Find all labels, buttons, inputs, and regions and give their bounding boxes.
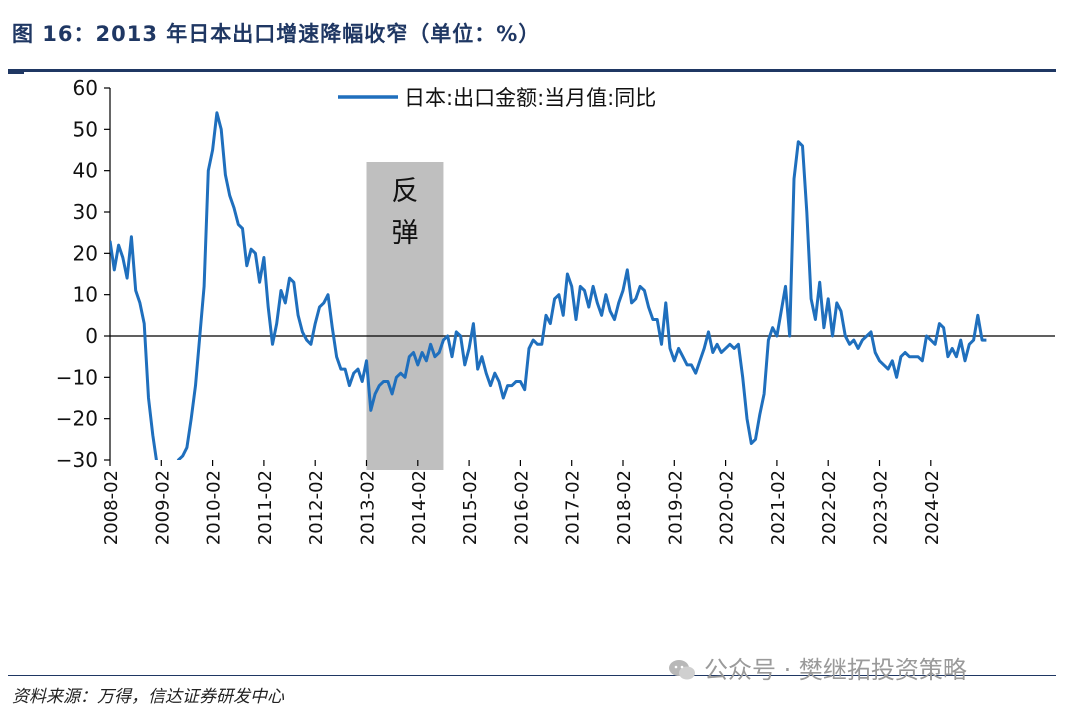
x-tick-label: 2019-02 [665,470,686,545]
x-tick-label: 2016-02 [511,470,532,545]
annotation-label-char: 反 [391,176,418,207]
legend-label: 日本:出口金额:当月值:同比 [404,86,656,110]
y-tick-label: −30 [56,448,98,472]
x-tick-label: 2020-02 [717,470,738,545]
annotation-label-char: 弹 [391,218,418,249]
y-tick-label: 60 [73,76,98,100]
y-tick-label: −20 [56,407,98,431]
figure-title: 图 16：2013 年日本出口增速降幅收窄（单位：%） [12,22,541,46]
series-line [110,111,987,460]
x-tick-label: 2012-02 [306,470,327,545]
wechat-icon [669,660,695,680]
y-tick-label: 40 [73,159,98,183]
x-tick-label: 2018-02 [614,470,635,545]
title-divider [8,69,1056,72]
x-tick-label: 2010-02 [204,470,225,545]
footer-divider [8,675,1056,676]
series-layer [110,111,987,460]
y-tick-label: 10 [73,283,98,307]
x-tick-label: 2015-02 [460,470,481,545]
watermark: 公众号 · 樊继拓投资策略 [668,650,967,685]
x-tick-label: 2021-02 [768,470,789,545]
legend: 日本:出口金额:当月值:同比 [338,86,656,110]
y-tick-label: −10 [56,365,98,389]
y-tick-label: 30 [73,200,98,224]
x-tick-label: 2014-02 [409,470,430,545]
source-note: 资料来源：万得，信达证券研发中心 [12,687,284,707]
annotation-band [366,162,444,470]
watermark-text: 公众号 · 樊继拓投资策略 [704,656,967,684]
x-tick-label: 2013-02 [358,470,379,545]
x-tick-label: 2008-02 [101,470,122,545]
x-tick-label: 2017-02 [563,470,584,545]
annotation-layer: 反弹 [366,162,444,470]
x-tick-label: 2023-02 [871,470,892,545]
x-tick-label: 2009-02 [152,470,173,545]
y-tick-label: 50 [73,117,98,141]
x-tick-label: 2011-02 [255,470,276,545]
x-tick-label: 2022-02 [819,470,840,545]
x-tick-label: 2024-02 [922,470,943,545]
y-tick-label: 0 [85,324,98,348]
y-tick-label: 20 [73,241,98,265]
title-divider-accent [8,69,24,74]
